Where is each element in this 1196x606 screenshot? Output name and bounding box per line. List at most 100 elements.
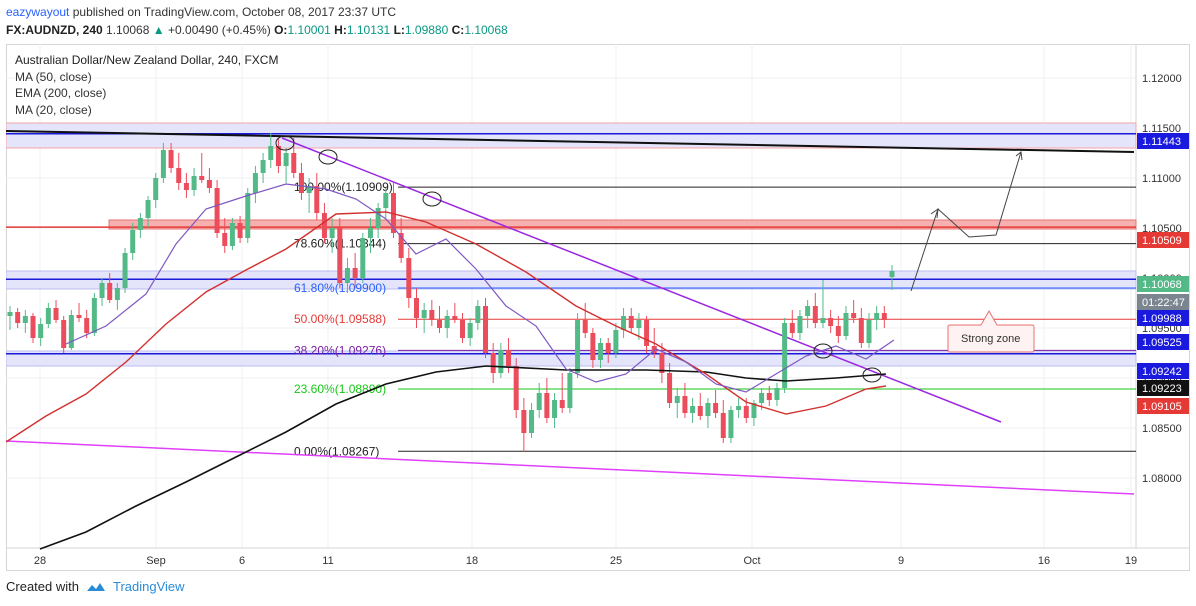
- candle-body: [460, 320, 466, 338]
- candle-body: [252, 173, 258, 193]
- candle-body: [15, 312, 21, 323]
- candle-body: [260, 160, 266, 173]
- x-tick-label: 19: [1125, 555, 1137, 567]
- candle-body: [444, 316, 450, 328]
- candle-body: [421, 310, 427, 318]
- candle-body: [467, 323, 473, 338]
- price-badge-label: 1.11443: [1142, 136, 1181, 148]
- candle-body: [805, 306, 811, 316]
- candle-body: [613, 330, 619, 353]
- high-label: H:: [334, 23, 347, 37]
- open-label: O:: [274, 23, 288, 37]
- chart-legend: Australian Dollar/New Zealand Dollar, 24…: [15, 52, 278, 118]
- candle-body: [45, 308, 51, 324]
- price-badge-label: 01:22:47: [1142, 297, 1185, 309]
- candle-body: [506, 350, 512, 366]
- resistance-zone-red: [108, 219, 1137, 230]
- low-value: 1.09880: [404, 23, 449, 37]
- candle-body: [536, 393, 542, 410]
- author-link[interactable]: eazywayout: [6, 5, 70, 19]
- footer: Created with TradingView: [6, 579, 185, 594]
- candle-body: [797, 316, 803, 333]
- candle-body: [843, 313, 849, 336]
- legend-ma20[interactable]: MA (20, close): [15, 102, 92, 117]
- candle-body: [490, 353, 496, 373]
- candle-body: [91, 298, 97, 333]
- candle-body: [222, 233, 228, 246]
- x-tick-label: 28: [34, 555, 46, 567]
- candle-body: [168, 150, 174, 168]
- candle-body: [183, 183, 189, 190]
- candle-body: [84, 318, 90, 333]
- legend-ma50[interactable]: MA (50, close): [15, 69, 92, 84]
- candle-body: [866, 320, 872, 343]
- candle-body: [598, 343, 604, 360]
- x-tick-label: 11: [322, 555, 333, 567]
- candle-body: [644, 320, 650, 346]
- tradingview-cloud-icon[interactable]: [85, 580, 107, 594]
- candle-body: [7, 312, 13, 316]
- legend-ema200[interactable]: EMA (200, close): [15, 86, 107, 100]
- candle-body: [636, 320, 642, 328]
- candle-body: [337, 228, 343, 283]
- ema200-line: [39, 365, 887, 550]
- resistance-zone-top: [6, 122, 1137, 149]
- candle-body: [713, 403, 719, 413]
- candle-body: [682, 396, 688, 413]
- candle-body: [291, 153, 297, 173]
- price-badge: [1137, 334, 1189, 350]
- candle-body: [398, 233, 404, 258]
- candle-body: [513, 366, 519, 410]
- candle-body: [544, 393, 550, 418]
- candle-body: [367, 228, 373, 238]
- marker-circle: [318, 149, 338, 165]
- candle-body: [621, 316, 627, 330]
- price-badge-label: 1.09223: [1142, 383, 1182, 395]
- high-value: 1.10131: [346, 23, 391, 37]
- candle-body: [160, 150, 166, 178]
- change-up-icon: ▲: [152, 23, 165, 37]
- candle-body: [114, 288, 120, 300]
- tradingview-link[interactable]: TradingView: [112, 579, 185, 594]
- price-badge: [1137, 380, 1189, 396]
- low-label: L:: [393, 23, 405, 37]
- price-badge-label: 1.09988: [1142, 313, 1182, 325]
- candle-body: [590, 333, 596, 360]
- candle-body: [651, 346, 657, 353]
- x-tick-label: 6: [239, 555, 245, 567]
- candle-body: [413, 298, 419, 318]
- candle-body: [475, 306, 481, 323]
- price-badge-label: 1.09105: [1142, 401, 1182, 413]
- candle-body: [206, 180, 212, 188]
- strong-zone-rect: [6, 350, 1137, 367]
- x-tick-label: 25: [610, 555, 622, 567]
- price-badge: [1137, 310, 1189, 326]
- candle-body: [390, 193, 396, 233]
- candle-body: [705, 403, 711, 416]
- candle-body: [214, 188, 220, 233]
- candle-body: [199, 176, 205, 180]
- x-tick-label: 18: [466, 555, 478, 567]
- candle-body: [674, 396, 680, 403]
- candle-body: [22, 316, 28, 323]
- price-chart[interactable]: 100.00%(1.10909)78.60%(1.10344)61.80%(1.…: [6, 44, 1190, 571]
- candle-body: [567, 373, 573, 408]
- candle-body: [820, 318, 826, 323]
- candle-body: [728, 410, 734, 438]
- legend-title: Australian Dollar/New Zealand Dollar, 24…: [15, 53, 279, 67]
- price-badge: [1137, 133, 1189, 149]
- candle-body: [552, 400, 558, 418]
- arrow-head: [930, 207, 939, 219]
- marker-circle: [275, 135, 295, 151]
- open-value: 1.10001: [287, 23, 331, 37]
- candle-body: [38, 324, 44, 338]
- candle-body: [61, 320, 67, 348]
- y-tick-label: 1.11500: [1142, 123, 1181, 135]
- candle-body: [298, 173, 304, 193]
- candle-body: [237, 223, 243, 238]
- candle-body: [774, 388, 780, 400]
- candle-body: [835, 326, 841, 336]
- publish-info: published on TradingView.com, October 08…: [72, 5, 397, 19]
- candle-body: [283, 153, 289, 166]
- candle-body: [605, 343, 611, 353]
